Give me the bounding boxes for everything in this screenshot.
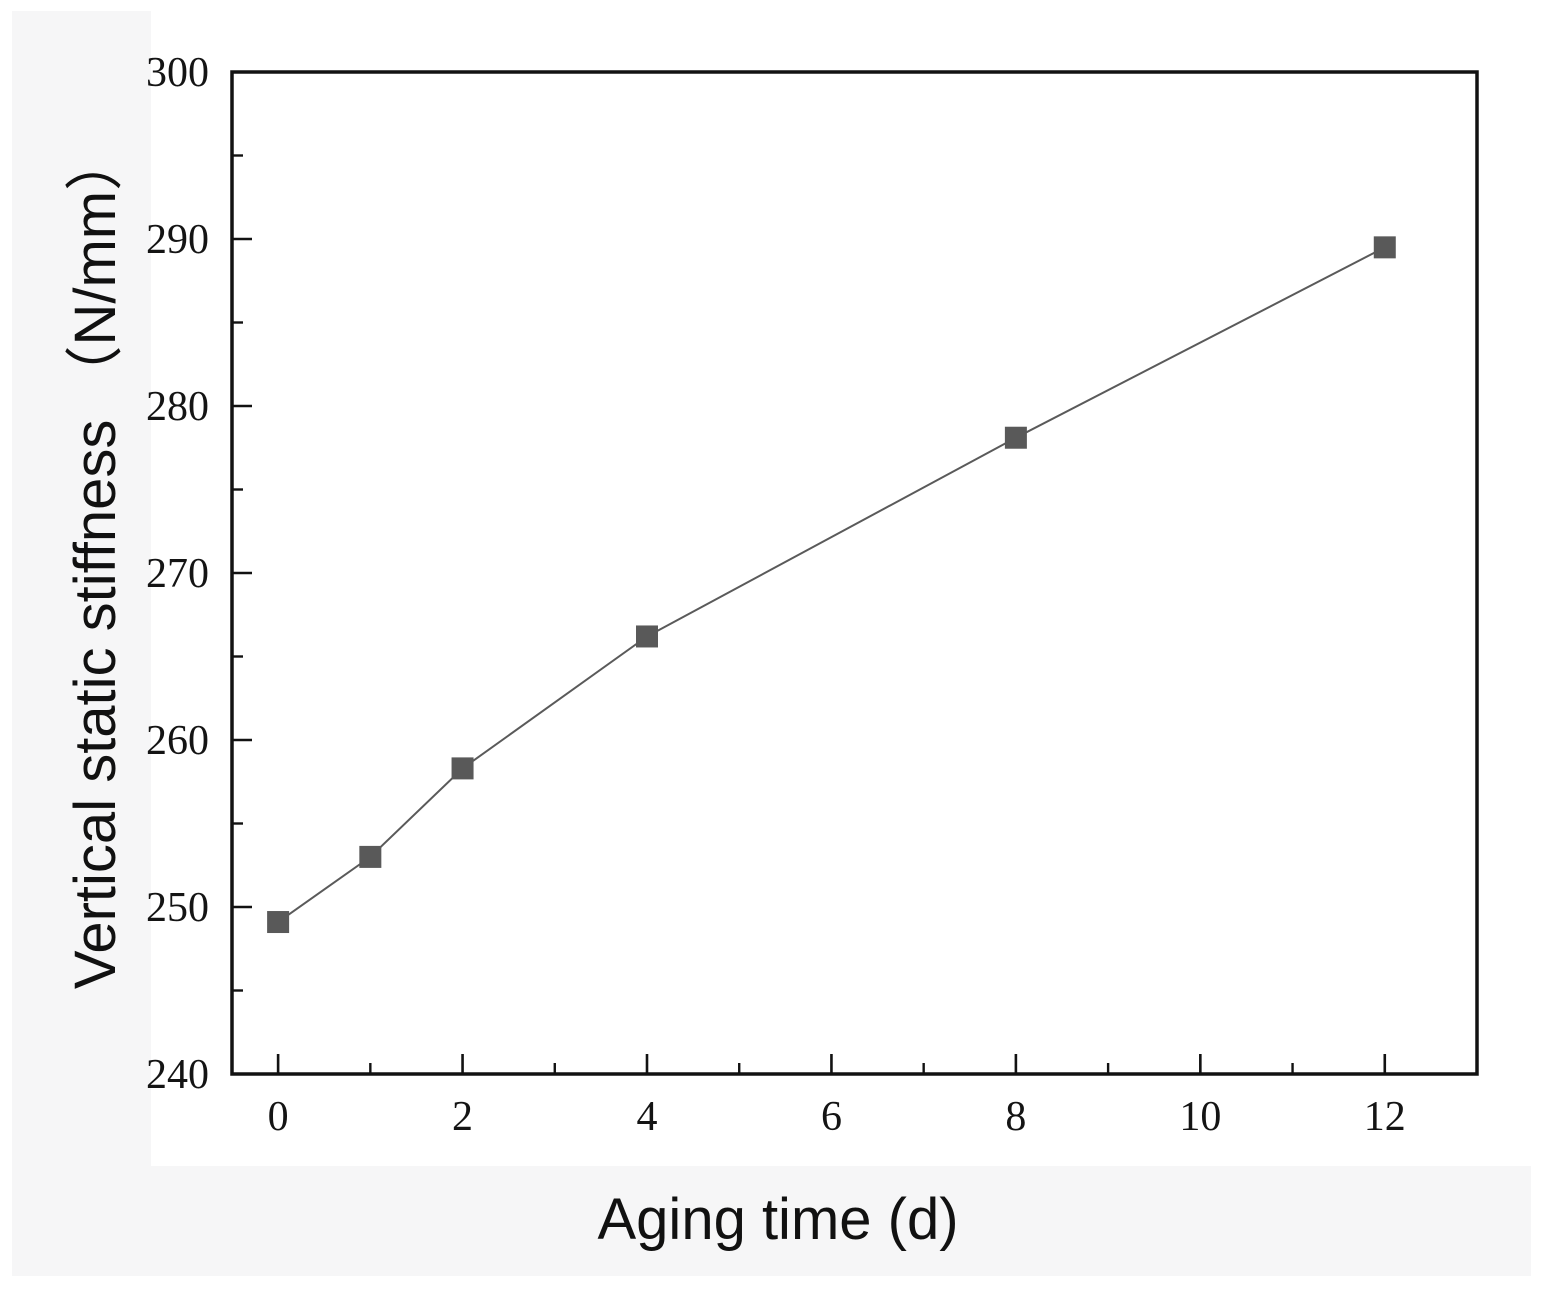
data-point-marker [267, 911, 290, 934]
page-margin-left [12, 11, 151, 1166]
y-tick-label: 240 [146, 1052, 209, 1098]
series-line [277, 246, 1386, 923]
y-tick-label: 300 [146, 50, 209, 96]
data-point-marker [359, 845, 382, 868]
y-tick-label: 260 [146, 718, 209, 764]
y-tick-label: 290 [146, 217, 209, 263]
data-point-marker [451, 757, 474, 780]
y-tick-label: 280 [146, 384, 209, 430]
x-tick-label: 6 [821, 1094, 842, 1140]
y-tick-label: 270 [146, 551, 209, 597]
x-tick-label: 4 [637, 1094, 658, 1140]
data-point-marker [636, 625, 658, 648]
x-tick-label: 12 [1364, 1094, 1406, 1140]
page-margin-bottom [12, 1166, 1531, 1276]
x-tick-label: 0 [268, 1094, 289, 1140]
y-tick-label: 250 [146, 885, 209, 931]
x-axis-title: Aging time (d) [597, 1187, 959, 1252]
y-axis-title: Vertical static stiffness （N/mm） [63, 132, 128, 990]
x-tick-label: 2 [452, 1094, 473, 1140]
x-tick-label: 10 [1179, 1094, 1221, 1140]
x-tick-label: 8 [1005, 1094, 1026, 1140]
plot-border [230, 70, 1479, 1076]
data-point-marker [1373, 236, 1396, 259]
data-point-marker [1004, 426, 1027, 449]
